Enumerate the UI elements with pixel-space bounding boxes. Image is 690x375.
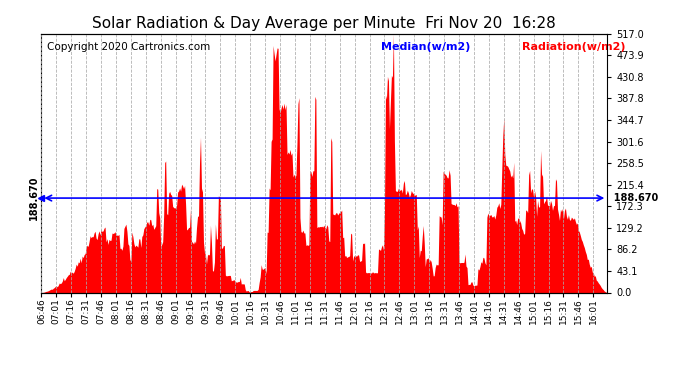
Text: 188.670: 188.670 <box>607 193 658 203</box>
Text: Copyright 2020 Cartronics.com: Copyright 2020 Cartronics.com <box>47 42 210 51</box>
Text: Median(w/m2): Median(w/m2) <box>381 42 471 51</box>
Title: Solar Radiation & Day Average per Minute  Fri Nov 20  16:28: Solar Radiation & Day Average per Minute… <box>92 16 556 31</box>
Text: Radiation(w/m2): Radiation(w/m2) <box>522 42 626 51</box>
Text: 188.670: 188.670 <box>28 176 39 220</box>
